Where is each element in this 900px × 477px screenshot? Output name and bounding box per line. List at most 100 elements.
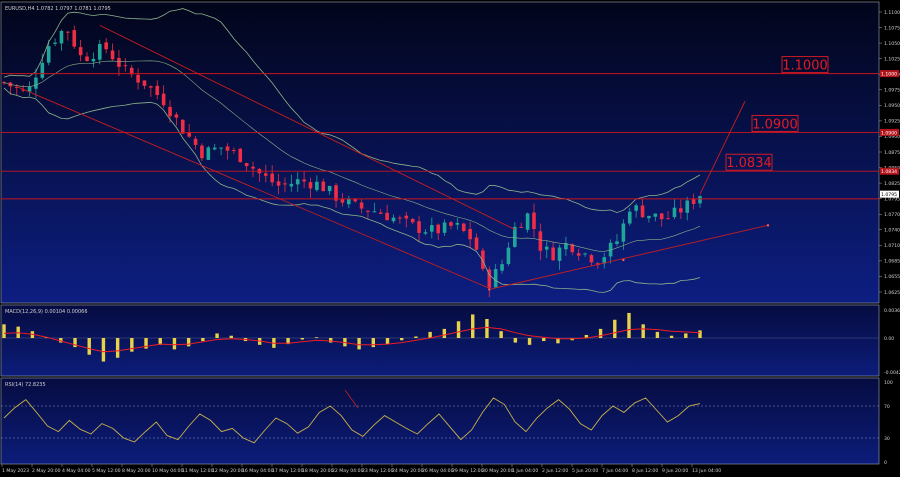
candle-body <box>78 47 83 56</box>
macd-bar <box>314 337 319 339</box>
price-axis-label: 1.0950 <box>884 103 900 109</box>
macd-bar <box>485 319 489 338</box>
candle-body <box>513 226 517 247</box>
level-label-text: 1.0834 <box>726 156 772 171</box>
candle-body <box>161 93 166 106</box>
candle-body <box>359 202 364 209</box>
macd-axis-label: -0.00425 <box>884 370 900 376</box>
time-axis-label: 30 May 20:00 <box>482 468 514 474</box>
candle-body <box>155 85 160 96</box>
candle-body <box>295 179 300 185</box>
candle-body <box>66 31 70 33</box>
candle-body <box>110 50 115 60</box>
candle-body <box>244 163 249 167</box>
candle-body <box>430 225 434 232</box>
price-axis-label: 1.0925 <box>884 119 900 125</box>
candle-body <box>353 198 357 202</box>
candle-body <box>327 185 332 192</box>
candle-body <box>40 62 45 78</box>
price-axis-label: 1.0770 <box>884 212 900 218</box>
price-panel[interactable] <box>0 1 880 304</box>
macd-bar <box>300 338 304 340</box>
macd-bar <box>698 330 702 338</box>
candle-body <box>666 218 670 220</box>
level-label-box <box>725 153 773 171</box>
candle-body <box>27 86 32 92</box>
current-price-box <box>880 190 899 198</box>
macd-bar <box>428 331 432 338</box>
macd-axis-label: 0.00 <box>884 336 894 342</box>
candle-body <box>91 58 96 62</box>
support-trendline <box>489 224 769 290</box>
time-axis-label: 12 May 20:00 <box>212 468 244 474</box>
time-axis-label: 10 May 04:00 <box>152 468 184 474</box>
macd-bar <box>684 333 688 338</box>
level-label-box <box>751 114 799 132</box>
macd-bar <box>144 338 148 349</box>
candle-body <box>104 42 108 50</box>
candle-body <box>174 114 179 118</box>
rsi-panel[interactable] <box>0 377 880 465</box>
candle-body <box>276 181 281 186</box>
candle-body <box>168 106 172 117</box>
macd-bar <box>542 338 546 342</box>
macd-bar <box>229 335 233 338</box>
time-axis-label: 2 Jun 12:00 <box>542 468 568 474</box>
candle-body <box>640 205 645 218</box>
candle-body <box>219 147 223 149</box>
price-axis-label: 1.1025 <box>884 56 900 62</box>
price-axis-label: 1.0825 <box>884 181 900 187</box>
time-axis-label: 17 May 12:00 <box>272 468 304 474</box>
time-axis-label: 8 May 20:00 <box>122 468 151 474</box>
candle-body <box>283 183 287 185</box>
candle-body <box>627 211 632 224</box>
candle-body <box>378 212 383 214</box>
candle-body <box>366 210 370 212</box>
candle-body <box>608 242 613 257</box>
macd-bar <box>598 328 603 338</box>
current-price-text: 1.0795 <box>881 192 897 198</box>
macd-bar <box>357 338 361 350</box>
level-label-text: 1.1000 <box>782 59 828 74</box>
macd-bar <box>115 338 120 358</box>
candle-body <box>372 211 377 213</box>
time-axis-label: 4 May 04:00 <box>62 468 91 474</box>
price-axis-label: 1.1100 <box>884 10 900 16</box>
candle-body <box>461 223 466 232</box>
macd-bar <box>87 338 91 355</box>
time-axis-label: 11 May 12:00 <box>182 468 214 474</box>
candle-body <box>487 269 492 288</box>
candle-body <box>468 229 472 240</box>
macd-bar <box>385 338 390 345</box>
price-tag-box <box>880 128 899 136</box>
candle-body <box>538 231 543 251</box>
rsi-layer: 100 70 30 0 <box>1 380 893 466</box>
level-lines <box>1 73 879 200</box>
price-axis-label: 1.0625 <box>884 290 900 296</box>
candle-body <box>493 269 498 288</box>
rsi-axis-label: 70 <box>884 404 890 410</box>
candle-body <box>117 57 121 67</box>
candle-body <box>340 198 345 203</box>
candle-body <box>53 42 57 44</box>
candle-body <box>519 226 524 228</box>
candle-body <box>659 213 664 220</box>
candle-body <box>193 138 198 145</box>
candle-body <box>506 247 511 265</box>
price-axis-label: 1.0795 <box>884 196 900 202</box>
candle-body <box>21 89 25 91</box>
macd-bar <box>158 338 162 345</box>
anchor-point <box>622 258 625 262</box>
candle-body <box>14 86 19 88</box>
candle-body <box>544 246 549 250</box>
projection-line <box>699 101 746 195</box>
time-axis-label: 7 Jun 04:00 <box>602 468 628 474</box>
candle-body <box>398 217 402 219</box>
candle-body <box>410 218 415 223</box>
candle-body <box>564 243 568 250</box>
candle-body <box>34 77 38 89</box>
macd-bar <box>499 331 503 338</box>
candle-body <box>500 264 504 271</box>
candle-body <box>59 30 64 44</box>
anchor-point <box>766 224 770 227</box>
